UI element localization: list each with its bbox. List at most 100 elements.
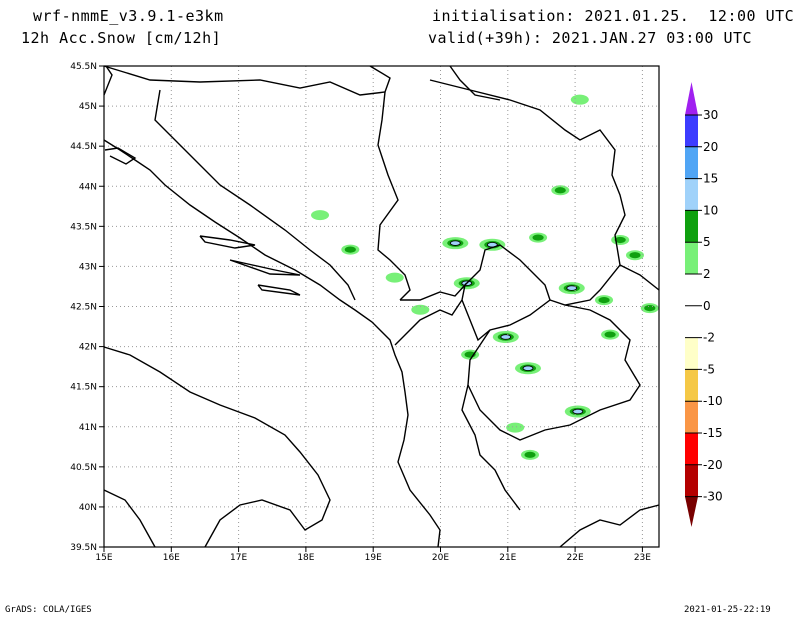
- croatia-bih-border: [103, 65, 391, 96]
- snow-area: [625, 250, 644, 261]
- snow-contour-outline: [461, 280, 473, 286]
- colorbar-segment: [685, 146, 698, 179]
- grads-credit: GrADS: COLA/IGES: [5, 605, 92, 615]
- snow-contour-5: [644, 305, 656, 312]
- snow-contour-10: [450, 240, 461, 246]
- kvarner-island: [104, 147, 137, 165]
- snow-contour-10: [523, 365, 533, 371]
- lat-label: 44N: [79, 182, 97, 192]
- colorbar-label: -15: [703, 426, 723, 440]
- colorbar-segment: [685, 369, 698, 402]
- snow-area: [506, 422, 525, 433]
- snow-area: [479, 238, 506, 251]
- danube-area-border: [449, 65, 501, 101]
- serbia-east-border: [429, 79, 626, 306]
- lat-label: 42N: [79, 343, 97, 353]
- snow-contour-5: [604, 331, 616, 338]
- colorbar-label: -20: [703, 458, 723, 472]
- dalmatian-island-2: [229, 259, 301, 276]
- bih-inland-border: [154, 89, 356, 301]
- lon-label: 23E: [634, 553, 651, 563]
- snow-area: [595, 295, 614, 306]
- snow-contour-5: [614, 236, 626, 244]
- snow-contour-outline: [566, 285, 578, 291]
- snow-contour-5: [554, 187, 566, 194]
- colorbar-label: 10: [703, 203, 718, 217]
- lon-label: 16E: [163, 553, 180, 563]
- colorbar-segment: [685, 178, 698, 211]
- colorbar-segment: [685, 305, 698, 338]
- adriatic-east-coast: [103, 139, 441, 548]
- snow-contour-outline: [449, 240, 461, 246]
- snow-contour-5: [524, 451, 536, 458]
- lon-label: 22E: [567, 553, 584, 563]
- bulgaria-border: [619, 264, 660, 291]
- snow-contour-outline: [572, 408, 584, 415]
- valid-time: valid(+39h): 2021.JAN.27 03:00 UTC: [428, 29, 753, 47]
- colorbar-segment: [685, 242, 698, 274]
- dalmatian-island-1: [199, 235, 256, 249]
- colorbar-segment: [685, 401, 698, 433]
- snow-area: [442, 237, 469, 250]
- lat-label: 43.5N: [70, 222, 97, 232]
- lat-label: 40N: [79, 503, 97, 513]
- lon-label: 15E: [95, 553, 112, 563]
- colorbar-label: 5: [703, 235, 711, 249]
- snow-area: [564, 405, 591, 418]
- snow-area: [514, 362, 541, 375]
- serbia-bih-border: [377, 91, 411, 301]
- snow-contour-5: [344, 246, 356, 253]
- colorbar-segment: [685, 210, 698, 243]
- snow-area: [601, 329, 620, 340]
- colorbar-bottom-arrow: [685, 496, 698, 527]
- snow-area: [558, 282, 585, 295]
- snow-contour-10: [487, 242, 498, 248]
- snow-contour-5: [532, 234, 544, 241]
- macedonia-border: [467, 304, 641, 441]
- render-timestamp: 2021-01-25-22:19: [684, 605, 771, 615]
- model-title: wrf-nmmE_v3.9.1-e3km: [33, 7, 224, 25]
- snow-contour-outline: [500, 334, 512, 340]
- snow-area: [521, 449, 540, 460]
- axis-labels: 15E 16E 17E 18E 19E 20E 21E 22E 23E 45.5N 45N 44.5N…: [70, 62, 651, 563]
- colorbar-label: 0: [703, 299, 711, 313]
- snow-contour-5: [598, 296, 610, 304]
- lat-label: 42.5N: [70, 303, 97, 313]
- snow-area: [640, 303, 659, 314]
- snow-contour-2: [506, 422, 525, 433]
- italy-south-coast: [103, 489, 156, 548]
- colorbar-top-arrow: [685, 82, 698, 115]
- colorbar-label: 2: [703, 267, 711, 281]
- snow-contour-2: [311, 210, 330, 221]
- lon-label: 18E: [297, 553, 314, 563]
- snow-contour-2: [411, 304, 430, 315]
- albania-greece-border: [461, 384, 521, 511]
- snow-contour-outline: [522, 365, 534, 371]
- colorbar-label: -10: [703, 394, 723, 408]
- snow-contour-10: [566, 285, 577, 291]
- kosovo-border: [461, 244, 551, 342]
- snow-area: [385, 272, 404, 283]
- lon-label: 19E: [365, 553, 382, 563]
- croatia-coast: [103, 65, 113, 96]
- colorbar-segment: [685, 115, 698, 147]
- colorbar-segment: [685, 274, 698, 306]
- lon-label: 17E: [230, 553, 247, 563]
- lon-label: 20E: [432, 553, 449, 563]
- snow-area: [570, 94, 589, 105]
- snow-area: [529, 232, 548, 243]
- colorbar-label: 20: [703, 140, 718, 154]
- colorbar-segment: [685, 464, 698, 497]
- lat-label: 41N: [79, 423, 97, 433]
- italy-coast: [103, 346, 331, 548]
- lon-label: 21E: [499, 553, 516, 563]
- colorbar-label: -2: [703, 331, 715, 345]
- snow-area: [311, 210, 330, 221]
- initialisation-time: initialisation: 2021.01.25. 12:00 UTC: [432, 7, 795, 25]
- variable-title: 12h Acc.Snow [cm/12h]: [21, 29, 222, 47]
- lat-label: 44.5N: [70, 142, 97, 152]
- snow-area: [611, 234, 630, 245]
